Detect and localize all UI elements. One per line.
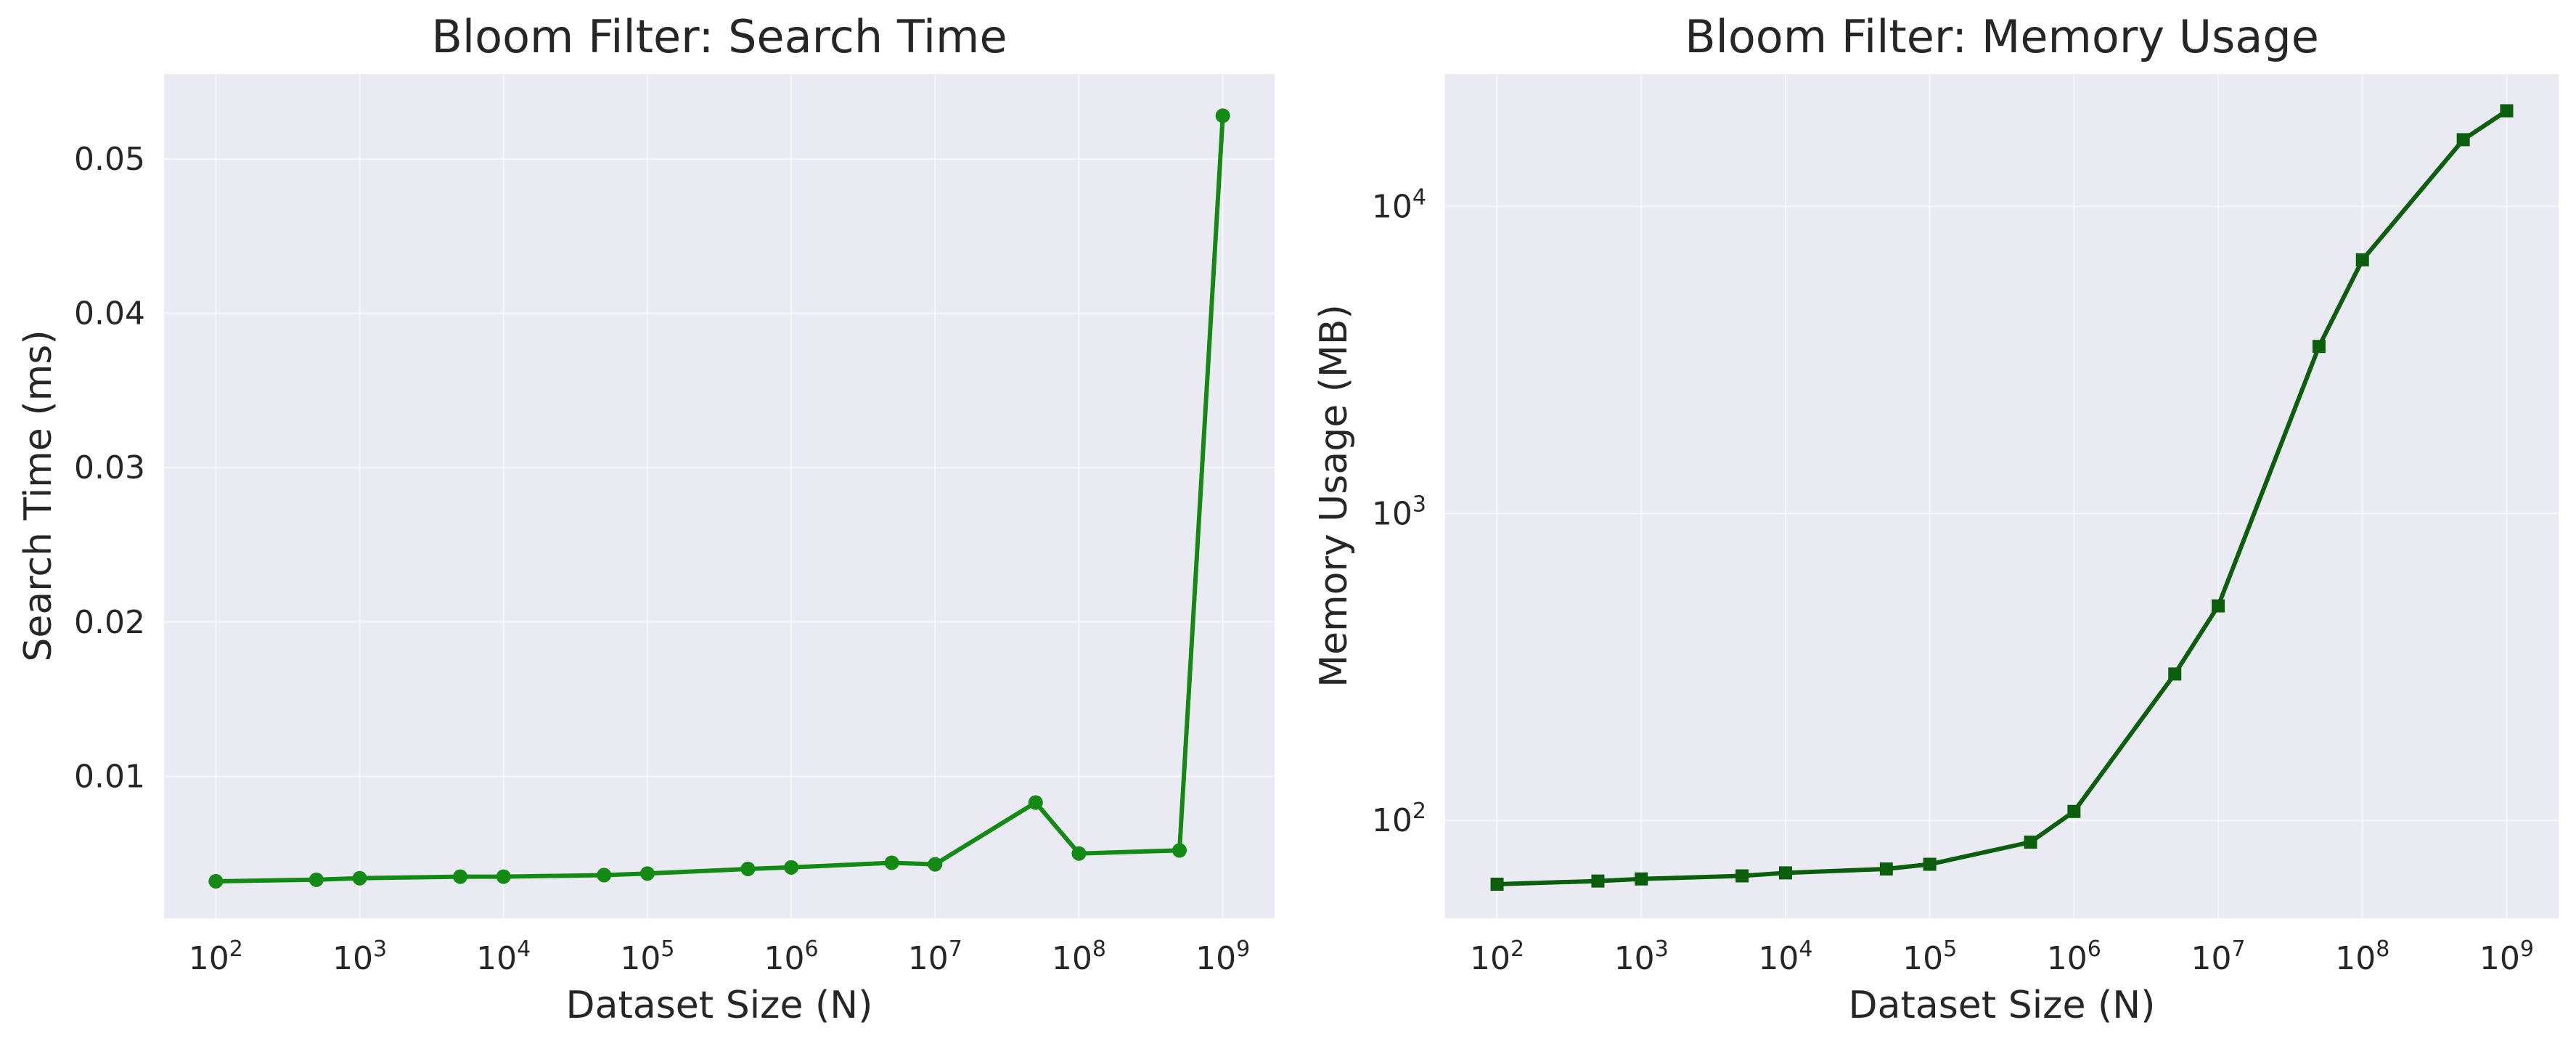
- x-axis-label: Dataset Size (N): [566, 984, 873, 1027]
- search-time-chart: 0.010.020.030.040.05 102 103 104 105 106 107 1…: [17, 10, 1275, 1027]
- y-tick-label: 0.02: [74, 604, 145, 641]
- data-point: [2024, 836, 2037, 849]
- x-tick-label: 103: [1614, 936, 1669, 977]
- x-tick-label: 105: [1902, 936, 1957, 977]
- x-tick-label: 107: [908, 936, 962, 977]
- y-tick-labels: 0.01 0.02 0.03 0.04 0.05: [74, 141, 145, 795]
- gridlines: [1445, 74, 2559, 918]
- data-point: [1490, 877, 1504, 891]
- y-tick-label: 104: [1372, 184, 1426, 225]
- data-point: [784, 860, 799, 875]
- chart-title: Bloom Filter: Memory Usage: [1685, 10, 2319, 63]
- data-point: [2212, 599, 2225, 613]
- y-tick-label: 103: [1372, 491, 1426, 532]
- y-tick-labels: 102 103 104: [1372, 184, 1426, 839]
- data-point: [1923, 857, 1937, 871]
- y-tick-label: 0.05: [74, 141, 145, 178]
- x-tick-labels: 102 103 104 105 106 107 108 109: [1470, 936, 2534, 977]
- chart-title: Bloom Filter: Search Time: [431, 10, 1007, 63]
- data-point: [208, 873, 224, 889]
- x-tick-label: 108: [2335, 936, 2389, 977]
- data-point: [496, 869, 511, 884]
- data-point: [2168, 667, 2182, 681]
- data-point: [1778, 866, 1792, 880]
- data-point: [639, 866, 655, 881]
- data-point: [1028, 795, 1043, 810]
- gridlines: [164, 74, 1275, 918]
- data-point: [2312, 340, 2326, 354]
- data-point: [1215, 108, 1230, 123]
- series: [1490, 104, 2514, 891]
- y-axis-label: Search Time (ms): [17, 330, 60, 661]
- y-tick-label: 102: [1372, 799, 1426, 839]
- data-point: [2500, 104, 2514, 118]
- data-point: [2456, 133, 2470, 147]
- data-point: [597, 868, 612, 883]
- y-tick-label: 0.01: [74, 758, 145, 795]
- data-point: [1735, 869, 1749, 883]
- y-tick-label: 0.03: [74, 449, 145, 486]
- data-point: [1071, 846, 1087, 861]
- data-point: [928, 857, 943, 872]
- memory-usage-chart: 102 103 104 102 103 104 105 106 107 108 109 Bloom…: [1312, 10, 2559, 1027]
- x-tick-label: 107: [2191, 936, 2246, 977]
- plot-area: [1445, 74, 2559, 918]
- data-point: [740, 861, 756, 876]
- data-point: [1635, 872, 1648, 886]
- y-tick-label: 0.04: [74, 295, 145, 332]
- x-tick-labels: 102 103 104 105 106 107 108 109: [189, 936, 1250, 977]
- x-tick-label: 109: [2479, 936, 2534, 977]
- x-tick-label: 104: [476, 936, 531, 977]
- x-tick-label: 105: [620, 936, 674, 977]
- data-point: [2355, 253, 2369, 266]
- data-point: [352, 870, 367, 886]
- x-axis-label: Dataset Size (N): [1849, 984, 2156, 1027]
- data-point: [1591, 874, 1605, 888]
- y-axis-label: Memory Usage (MB): [1312, 304, 1356, 687]
- x-tick-label: 106: [764, 936, 819, 977]
- data-point: [308, 872, 324, 887]
- series: [208, 108, 1230, 889]
- data-point: [453, 869, 468, 884]
- plot-area: [164, 74, 1275, 918]
- x-tick-label: 106: [2047, 936, 2101, 977]
- data-point: [2067, 804, 2081, 818]
- x-tick-label: 108: [1052, 936, 1106, 977]
- x-tick-label: 104: [1758, 936, 1812, 977]
- x-tick-label: 102: [189, 936, 243, 977]
- x-tick-label: 102: [1470, 936, 1524, 977]
- data-point: [884, 855, 899, 870]
- x-tick-label: 109: [1195, 936, 1250, 977]
- data-point: [1172, 843, 1187, 858]
- data-point: [1879, 862, 1893, 876]
- x-tick-label: 103: [332, 936, 387, 977]
